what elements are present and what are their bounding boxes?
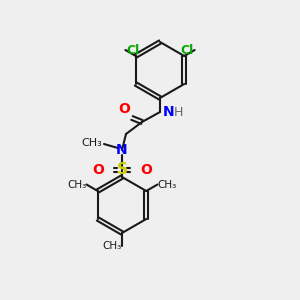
Text: Cl: Cl [180, 44, 194, 56]
Text: Cl: Cl [126, 44, 140, 56]
Text: S: S [116, 163, 128, 178]
Text: O: O [92, 163, 104, 177]
Text: H: H [174, 106, 183, 118]
Text: N: N [116, 143, 128, 157]
Text: CH₃: CH₃ [81, 138, 102, 148]
Text: CH₃: CH₃ [67, 179, 86, 190]
Text: CH₃: CH₃ [158, 179, 177, 190]
Text: CH₃: CH₃ [103, 241, 122, 251]
Text: O: O [118, 102, 130, 116]
Text: N: N [163, 105, 175, 119]
Text: O: O [140, 163, 152, 177]
